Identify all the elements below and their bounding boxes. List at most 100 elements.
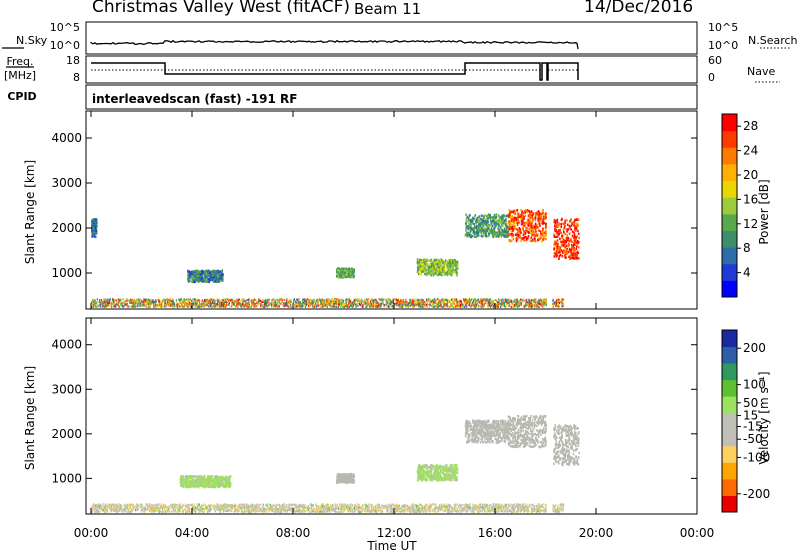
scatter-cell	[333, 303, 335, 305]
scatter-cell	[466, 232, 468, 235]
scatter-cell	[274, 300, 276, 303]
scatter-cell	[544, 215, 547, 218]
scatter-cell	[502, 232, 504, 235]
scatter-cell	[424, 306, 426, 308]
scatter-cell	[265, 304, 267, 307]
scatter-cell	[184, 302, 186, 305]
scatter-cell	[136, 301, 138, 304]
scatter-cell	[510, 229, 513, 233]
scatter-cell	[169, 298, 171, 301]
scatter-cell	[507, 299, 509, 302]
scatter-cell	[202, 270, 205, 274]
scatter-cell	[143, 304, 145, 307]
scatter-cell	[417, 270, 420, 273]
scatter-cell	[527, 298, 529, 301]
power-plot-frame	[85, 110, 698, 310]
scatter-cell	[478, 228, 480, 231]
scatter-cell	[312, 300, 315, 303]
scatter-cell	[403, 298, 405, 301]
scatter-cell	[567, 239, 569, 242]
scatter-cell	[446, 267, 449, 270]
scatter-cell	[148, 305, 150, 307]
scatter-cell	[508, 226, 511, 230]
scatter-cell	[113, 300, 115, 303]
scatter-cell	[495, 299, 497, 301]
scatter-cell	[564, 254, 567, 257]
scatter-cell	[499, 306, 502, 308]
scatter-cell	[526, 221, 528, 224]
scatter-cell	[576, 253, 578, 256]
scatter-cell	[115, 305, 117, 308]
scatter-cell	[135, 302, 137, 305]
scatter-cell	[489, 304, 491, 307]
scatter-cell	[456, 266, 459, 269]
scatter-cell	[298, 304, 300, 307]
scatter-cell	[300, 302, 302, 305]
scatter-cell	[218, 306, 220, 308]
scatter-cell	[236, 298, 238, 301]
scatter-cell	[496, 301, 498, 304]
scatter-cell	[399, 305, 401, 308]
scatter-cell	[320, 300, 322, 302]
scatter-cell	[530, 231, 532, 235]
scatter-cell	[417, 264, 419, 267]
scatter-cell	[278, 301, 281, 304]
scatter-cell	[115, 303, 117, 306]
scatter-cell	[154, 301, 156, 304]
scatter-cell	[542, 298, 544, 301]
scatter-cell	[477, 220, 479, 223]
scatter-cell	[566, 234, 568, 237]
scatter-cell	[467, 300, 470, 303]
scatter-cell	[222, 304, 224, 307]
scatter-cell	[525, 235, 527, 239]
scatter-cell	[185, 298, 187, 301]
scatter-cell	[101, 302, 103, 305]
scatter-cell	[526, 209, 529, 212]
scatter-cell	[564, 221, 566, 224]
scatter-cell	[526, 303, 528, 305]
scatter-cell	[532, 219, 534, 222]
scatter-cell	[430, 265, 433, 268]
scatter-cell	[433, 261, 435, 264]
scatter-cell	[542, 235, 545, 238]
scatter-cell	[173, 303, 175, 306]
scatter-cell	[552, 306, 554, 308]
scatter-cell	[326, 304, 328, 307]
scatter-cell	[523, 212, 525, 215]
scatter-cell	[422, 306, 424, 308]
scatter-cell	[217, 299, 219, 302]
scatter-cell	[192, 276, 195, 279]
scatter-cell	[180, 298, 183, 301]
scatter-cell	[432, 299, 434, 301]
scatter-cell	[93, 304, 95, 307]
scatter-cell	[410, 303, 413, 306]
scatter-cell	[395, 300, 397, 303]
scatter-cell	[116, 303, 119, 306]
scatter-cell	[478, 220, 481, 223]
scatter-cell	[95, 225, 98, 228]
scatter-cell	[290, 300, 292, 303]
scatter-cell	[471, 235, 474, 238]
scatter-cell	[442, 298, 444, 301]
scatter-cell	[563, 251, 565, 254]
scatter-cell	[183, 303, 186, 306]
scatter-cell	[304, 302, 306, 305]
scatter-cell	[372, 299, 375, 302]
scatter-cell	[168, 301, 171, 304]
scatter-cell	[104, 300, 106, 303]
scatter-cell	[148, 305, 150, 308]
scatter-cell	[501, 216, 503, 219]
scatter-cell	[364, 300, 366, 303]
scatter-cell	[508, 239, 511, 242]
scatter-cell	[530, 302, 532, 305]
scatter-cell	[524, 236, 526, 239]
scatter-cell	[508, 225, 510, 228]
scatter-cell	[449, 272, 452, 275]
scatter-cell	[537, 229, 540, 232]
scatter-cell	[332, 305, 335, 308]
scatter-cell	[573, 253, 575, 257]
scatter-cell	[512, 210, 514, 214]
scatter-cell	[405, 300, 408, 303]
scatter-cell	[203, 277, 206, 280]
scatter-cell	[492, 222, 494, 225]
